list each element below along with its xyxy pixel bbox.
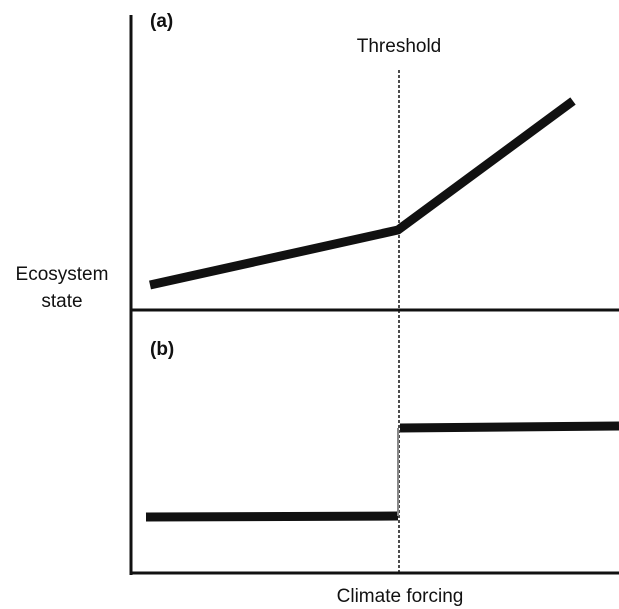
- response-curve-a: [149, 97, 576, 290]
- panel-label: (a): [150, 11, 173, 32]
- threshold-label: Threshold: [357, 36, 442, 57]
- y-axis-label: state: [41, 291, 82, 312]
- x-axis-label: Climate forcing: [337, 586, 464, 607]
- y-axis-label: Ecosystem: [16, 264, 109, 285]
- response-high-b: [399, 421, 619, 433]
- panel-label: (b): [150, 339, 174, 360]
- response-low-b: [145, 511, 399, 522]
